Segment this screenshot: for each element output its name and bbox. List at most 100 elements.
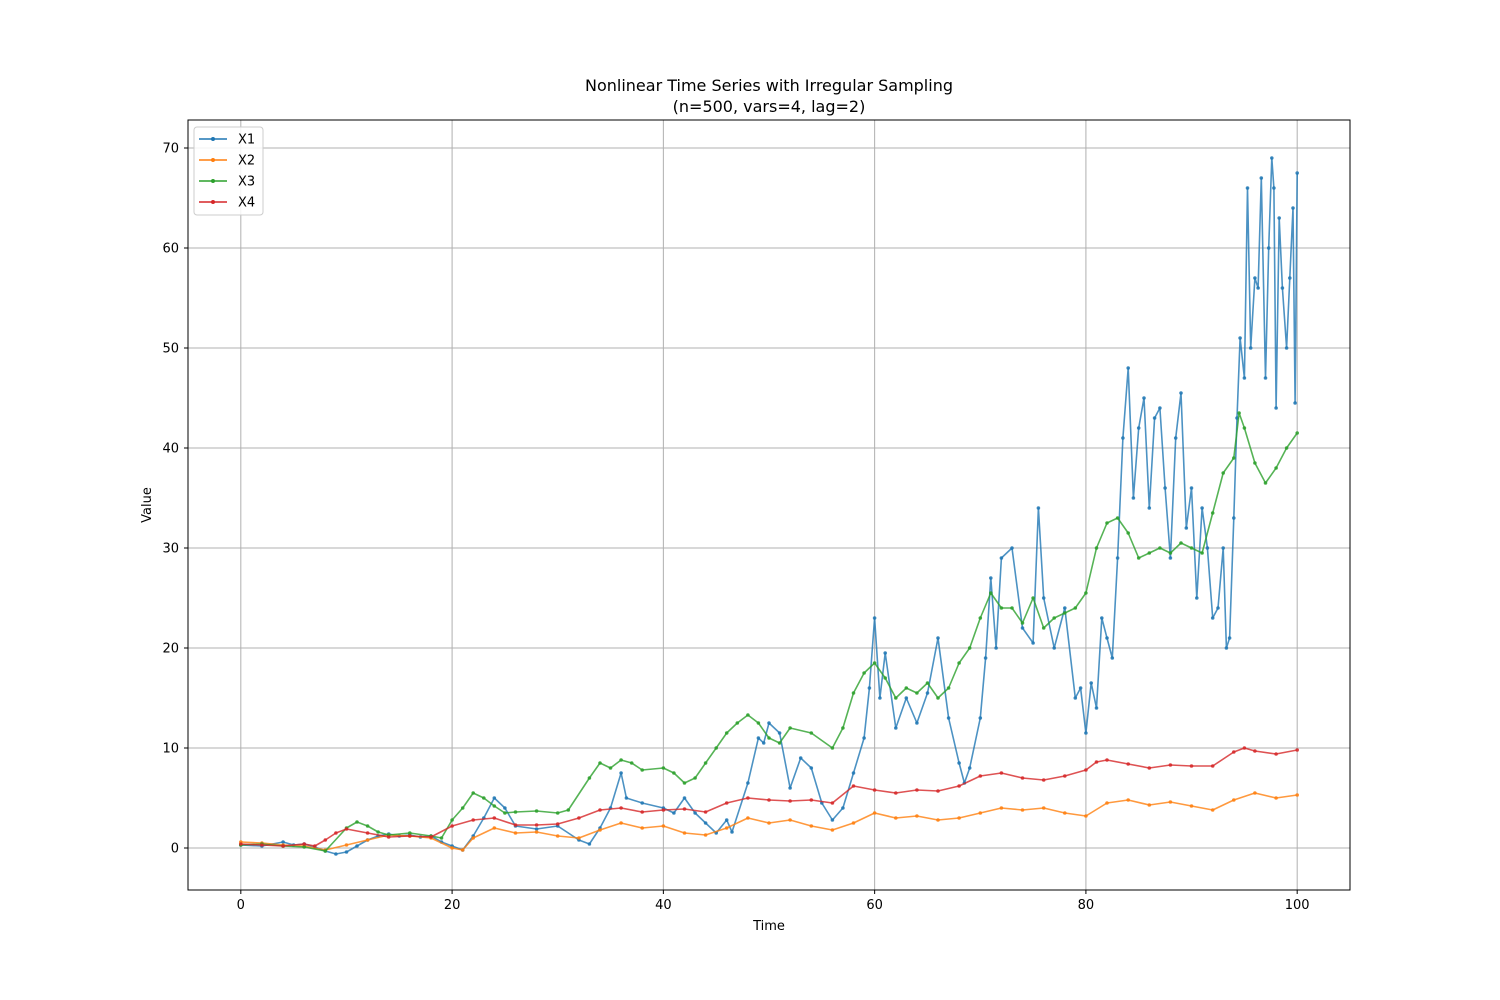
data-point (730, 830, 734, 834)
data-point (1210, 808, 1215, 812)
data-point (598, 828, 602, 832)
data-point (471, 836, 476, 840)
data-point (534, 830, 539, 834)
data-point (936, 636, 940, 640)
data-point (1158, 406, 1162, 410)
data-point (1168, 556, 1173, 560)
data-point (566, 808, 571, 812)
data-point (978, 774, 983, 778)
data-point (1272, 186, 1276, 190)
data-point (872, 616, 877, 620)
data-point (640, 810, 644, 814)
data-point (1184, 526, 1189, 530)
data-point (408, 834, 412, 838)
data-point (619, 771, 623, 775)
data-point (1100, 616, 1104, 620)
data-point (777, 731, 782, 735)
data-point (1084, 814, 1088, 818)
x-tick-label: 20 (444, 898, 461, 913)
data-point (1041, 596, 1046, 600)
series-layer (239, 156, 1299, 856)
data-point (1216, 606, 1220, 610)
data-point (999, 806, 1004, 810)
legend: X1 X2 X3 X4 (193, 126, 264, 216)
data-point (1295, 793, 1299, 797)
data-point (1189, 764, 1194, 768)
data-point (1270, 156, 1274, 160)
data-point (619, 821, 623, 825)
data-point (809, 798, 814, 802)
data-point (1094, 760, 1099, 764)
data-point (894, 726, 898, 730)
data-point (693, 811, 697, 815)
legend-item-x2: X2 (199, 154, 255, 169)
data-point (788, 726, 792, 730)
data-point (714, 746, 718, 750)
data-point (672, 811, 676, 815)
data-point (1242, 746, 1247, 750)
series-x4 (239, 746, 1299, 848)
data-point (555, 834, 560, 838)
data-point (640, 826, 644, 830)
data-point (989, 591, 993, 595)
data-point (577, 816, 581, 820)
legend-marker (211, 200, 215, 204)
data-point (1163, 486, 1167, 490)
data-point (1277, 216, 1281, 220)
data-point (1136, 426, 1141, 430)
data-point (1259, 176, 1264, 180)
data-point (1147, 506, 1152, 510)
data-point (1010, 546, 1014, 550)
data-point (1200, 551, 1204, 555)
y-tick-label: 70 (162, 142, 179, 157)
data-point (1284, 346, 1289, 350)
data-point (1291, 206, 1295, 210)
ticks: 0 20 40 60 80 100 0 10 20 30 40 50 60 70 (162, 142, 1309, 914)
data-point (1020, 776, 1025, 780)
data-point (492, 804, 497, 808)
data-point (746, 781, 750, 785)
data-point (1189, 804, 1194, 808)
data-point (471, 791, 476, 795)
legend-label: X3 (238, 175, 255, 190)
data-point (672, 771, 676, 775)
data-point (967, 766, 972, 770)
legend-item-x4: X4 (199, 196, 255, 211)
data-point (1020, 621, 1025, 625)
data-point (302, 842, 307, 846)
data-point (767, 798, 771, 802)
data-point (1248, 346, 1253, 350)
data-point (629, 761, 634, 765)
data-point (1052, 616, 1056, 620)
data-point (1210, 616, 1215, 620)
data-point (1221, 471, 1225, 475)
data-point (1205, 546, 1210, 550)
data-point (767, 721, 771, 725)
data-point (334, 852, 338, 856)
data-point (788, 818, 792, 822)
data-point (386, 835, 391, 839)
data-point (1280, 286, 1285, 290)
data-point (640, 801, 644, 805)
data-point (534, 809, 539, 813)
data-point (450, 846, 454, 850)
data-point (1274, 752, 1278, 756)
data-point (957, 816, 961, 820)
data-point (682, 781, 687, 785)
y-axis-label: Value (140, 487, 155, 523)
data-point (1041, 626, 1046, 630)
data-point (883, 651, 887, 655)
data-point (862, 736, 866, 740)
data-point (682, 807, 687, 811)
data-point (894, 816, 898, 820)
data-point (1036, 506, 1041, 510)
data-point (460, 848, 465, 852)
y-tick-label: 20 (162, 642, 179, 657)
data-point (1253, 461, 1257, 465)
data-point (555, 811, 560, 815)
data-point (1105, 521, 1109, 525)
data-point (1245, 186, 1250, 190)
y-tick-label: 30 (162, 542, 179, 557)
data-point (1089, 681, 1093, 685)
